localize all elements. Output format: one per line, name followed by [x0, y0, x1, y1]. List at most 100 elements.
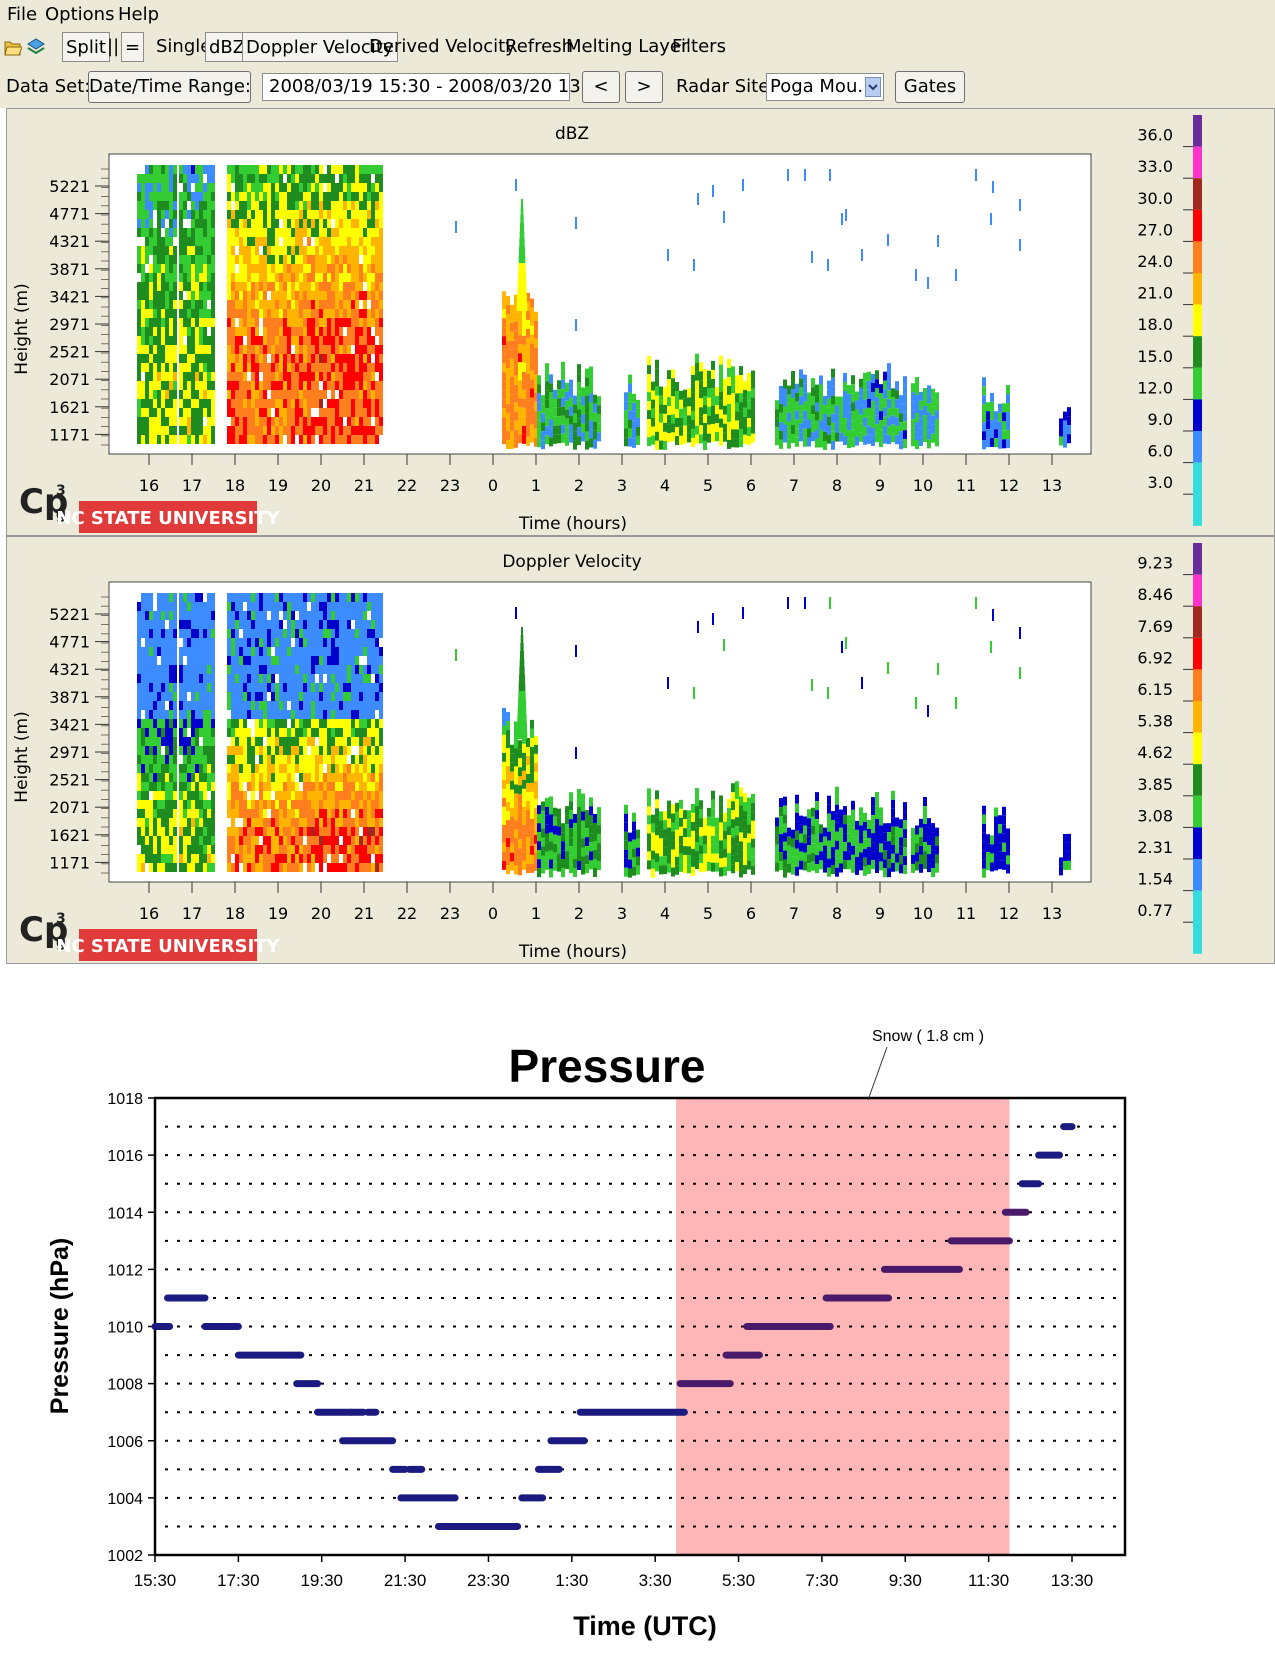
menu-file[interactable]: File	[7, 4, 37, 25]
echo-cell	[323, 435, 327, 444]
echo-cell	[307, 827, 311, 836]
date-time-range-button[interactable]: Date/Time Range:	[88, 71, 251, 103]
echo-cell	[506, 784, 510, 793]
echo-cell	[315, 246, 319, 255]
stacked-layout-button[interactable]: =	[121, 32, 144, 62]
filters-button[interactable]: Filters	[669, 32, 729, 62]
echo-cell	[165, 854, 169, 863]
echo-cell	[145, 692, 149, 701]
echo-cell	[573, 832, 577, 841]
split-button[interactable]: Split	[62, 32, 110, 62]
echo-cell	[169, 593, 173, 602]
echo-cell	[351, 336, 355, 345]
echo-cell	[327, 710, 331, 719]
echo-cell	[183, 372, 187, 381]
echo-cell	[359, 737, 363, 746]
echo-cell	[169, 800, 173, 809]
echo-cell	[351, 755, 355, 764]
parallel-layout-button[interactable]: ||	[104, 32, 122, 62]
echo-cell	[375, 417, 379, 426]
echo-cell	[161, 246, 165, 255]
echo-cell	[149, 390, 153, 399]
echo-cell	[191, 372, 195, 381]
echo-cell	[514, 439, 518, 448]
echo-cell	[275, 363, 279, 372]
echo-cell	[203, 291, 207, 300]
echo-cell	[259, 710, 263, 719]
echo-cell	[251, 692, 255, 701]
echo-cell	[165, 827, 169, 836]
open-folder-icon[interactable]	[4, 37, 22, 57]
echo-cell	[187, 863, 191, 872]
menu-options[interactable]: Options	[45, 4, 114, 25]
echo-cell	[227, 426, 231, 435]
echo-cell	[247, 336, 251, 345]
previous-button[interactable]: <	[582, 71, 620, 103]
echo-cell	[275, 345, 279, 354]
echo-cell	[787, 404, 791, 413]
echo-cell	[199, 800, 203, 809]
next-button[interactable]: >	[625, 71, 663, 103]
echo-cell	[161, 336, 165, 345]
chevron-down-icon[interactable]	[865, 77, 881, 97]
echo-cell	[811, 378, 815, 387]
echo-cell	[355, 854, 359, 863]
echo-cell	[255, 336, 259, 345]
layers-icon[interactable]	[26, 36, 46, 56]
echo-cell	[731, 819, 735, 828]
echo-cell	[235, 827, 239, 836]
echo-cell	[259, 174, 263, 183]
echo-speck	[915, 269, 917, 281]
echo-cell	[211, 408, 215, 417]
echo-cell	[179, 345, 183, 354]
echo-cell	[153, 836, 157, 845]
echo-cell	[173, 165, 177, 174]
echo-cell	[187, 354, 191, 363]
echo-cell	[315, 764, 319, 773]
menu-help[interactable]: Help	[118, 4, 159, 25]
echo-cell	[165, 336, 169, 345]
gates-button[interactable]: Gates	[895, 71, 965, 103]
colorbar-label: 36.0	[1137, 126, 1173, 145]
echo-cell	[239, 782, 243, 791]
derived-velocity-button[interactable]: Derived Velocity	[366, 32, 519, 62]
echo-cell	[235, 372, 239, 381]
echo-cell	[207, 683, 211, 692]
echo-cell	[239, 327, 243, 336]
y-tick-label: 2521	[49, 343, 90, 362]
echo-cell	[247, 665, 251, 674]
echo-cell	[843, 391, 847, 400]
echo-cell	[279, 300, 283, 309]
echo-cell	[227, 273, 231, 282]
echo-cell	[327, 638, 331, 647]
echo-cell	[522, 744, 526, 753]
echo-cell	[283, 210, 287, 219]
echo-cell	[183, 620, 187, 629]
radar-site-select[interactable]: Poga Mou...	[766, 73, 884, 101]
echo-cell	[279, 746, 283, 755]
echo-cell	[335, 665, 339, 674]
echo-cell	[161, 800, 165, 809]
echo-cell	[585, 387, 589, 396]
echo-cell	[231, 692, 235, 701]
echo-cell	[811, 423, 815, 432]
echo-cell	[161, 201, 165, 210]
echo-cell	[199, 638, 203, 647]
echo-cell	[145, 408, 149, 417]
echo-cell	[367, 354, 371, 363]
date-time-range-field[interactable]: 2008/03/19 15:30 - 2008/03/20 13:30	[262, 73, 570, 101]
echo-cell	[363, 201, 367, 210]
echo-cell	[247, 683, 251, 692]
echo-cell	[526, 747, 530, 756]
echo-cell	[327, 426, 331, 435]
echo-cell	[569, 407, 573, 416]
echo-cell	[295, 854, 299, 863]
echo-cell	[137, 390, 141, 399]
echo-cell	[541, 846, 545, 855]
echo-cell	[303, 854, 307, 863]
echo-cell	[275, 174, 279, 183]
echo-cell	[355, 237, 359, 246]
echo-cell	[255, 728, 259, 737]
echo-cell	[169, 602, 173, 611]
